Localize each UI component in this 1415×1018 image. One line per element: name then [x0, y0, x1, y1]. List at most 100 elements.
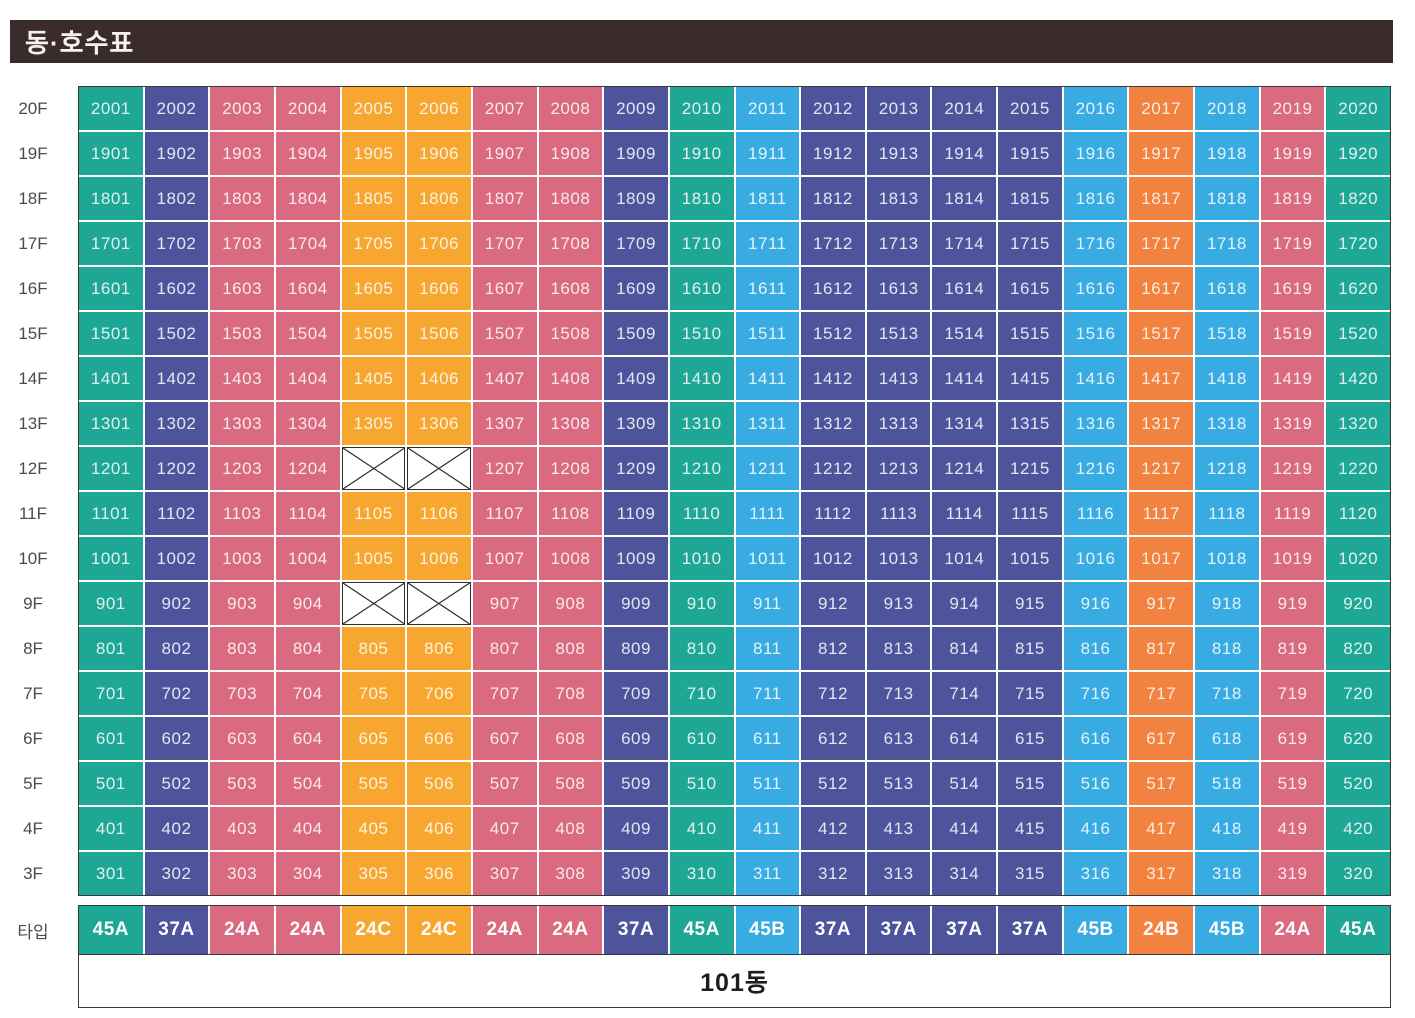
unit-cell: 2006 — [407, 87, 471, 130]
unit-cell: 418 — [1195, 807, 1259, 850]
unit-cell: 810 — [669, 627, 734, 670]
unit-cell: 309 — [604, 852, 668, 895]
unit-cell: 2017 — [1129, 87, 1194, 130]
unit-cell: 301 — [79, 852, 143, 895]
unit-cell: 1313 — [866, 402, 931, 445]
unit-cell: 1809 — [604, 177, 668, 220]
unit-cell: 1614 — [932, 267, 997, 310]
floor-label: 4F — [23, 818, 43, 838]
unit-cell: 1519 — [1260, 312, 1325, 355]
unit-cell: 806 — [407, 627, 471, 670]
unit-cell: 2003 — [210, 87, 274, 130]
unit-cell: 913 — [866, 582, 931, 625]
unit-cell: 817 — [1129, 627, 1194, 670]
unit-cell: 1714 — [932, 222, 997, 265]
unit-cell: 413 — [866, 807, 931, 850]
unit-cell: 618 — [1195, 717, 1259, 760]
unit-cell: 1307 — [472, 402, 537, 445]
floor-label: 5F — [23, 773, 43, 793]
unit-cell: 619 — [1260, 717, 1325, 760]
unit-cell: 1619 — [1260, 267, 1325, 310]
unit-cell: 316 — [1063, 852, 1128, 895]
unit-cell: 420 — [1326, 807, 1390, 850]
unit-cell: 404 — [275, 807, 340, 850]
unit-cell: 1105 — [341, 492, 406, 535]
unit-cell: 1209 — [604, 447, 668, 490]
unit-cell: 419 — [1260, 807, 1325, 850]
unit-cell: 2005 — [341, 87, 406, 130]
unit-cell: 308 — [538, 852, 603, 895]
unit-cell: 909 — [604, 582, 668, 625]
unit-cell: 1509 — [604, 312, 668, 355]
unit-cell: 1214 — [932, 447, 997, 490]
floor-label: 11F — [18, 503, 48, 523]
unit-cell: 1612 — [801, 267, 865, 310]
unit-cell: 1914 — [932, 132, 997, 175]
unit-cell: 1601 — [79, 267, 143, 310]
unit-cell: 1712 — [801, 222, 865, 265]
unit-cell: 602 — [144, 717, 209, 760]
unit-cell: 1101 — [79, 492, 143, 535]
crossed-unit-cell — [407, 582, 471, 625]
unit-cell: 1401 — [79, 357, 143, 400]
unit-cell: 615 — [998, 717, 1062, 760]
unit-cell: 2011 — [735, 87, 800, 130]
floor-label: 15F — [18, 323, 48, 343]
type-cell: 45A — [1326, 906, 1390, 954]
type-cell: 37A — [866, 906, 931, 954]
floor-label: 13F — [18, 413, 48, 433]
unit-cell: 1117 — [1129, 492, 1194, 535]
unit-cell: 501 — [79, 762, 143, 805]
floor-label: 8F — [23, 638, 43, 658]
unit-cell: 920 — [1326, 582, 1390, 625]
unit-cell: 1217 — [1129, 447, 1194, 490]
unit-cell: 1316 — [1063, 402, 1128, 445]
unit-cell: 1407 — [472, 357, 537, 400]
unit-cell: 313 — [866, 852, 931, 895]
unit-cell: 511 — [735, 762, 800, 805]
unit-cell: 1414 — [932, 357, 997, 400]
unit-cell: 804 — [275, 627, 340, 670]
unit-cell: 1119 — [1260, 492, 1325, 535]
unit-cell: 1017 — [1129, 537, 1194, 580]
unit-cell: 1818 — [1195, 177, 1259, 220]
type-cell: 37A — [998, 906, 1062, 954]
type-cell: 24A — [275, 906, 340, 954]
type-cell: 45A — [79, 906, 143, 954]
unit-cell: 306 — [407, 852, 471, 895]
unit-cell: 1813 — [866, 177, 931, 220]
unit-cell: 1019 — [1260, 537, 1325, 580]
unit-cell: 1919 — [1260, 132, 1325, 175]
unit-cell: 1004 — [275, 537, 340, 580]
unit-cell: 520 — [1326, 762, 1390, 805]
unit-cell: 1008 — [538, 537, 603, 580]
unit-cell: 809 — [604, 627, 668, 670]
unit-cell: 1415 — [998, 357, 1062, 400]
unit-cell: 1611 — [735, 267, 800, 310]
floor-label-column: 20F 19F 18F 17F 16F 15F 14F 13F 12F 11F 10F 9F 8F 7F 6… — [0, 86, 66, 896]
unit-cell: 820 — [1326, 627, 1390, 670]
unit-cell: 1115 — [998, 492, 1062, 535]
unit-cell: 1609 — [604, 267, 668, 310]
type-cell: 45B — [735, 906, 800, 954]
unit-cell: 1009 — [604, 537, 668, 580]
unit-cell: 1511 — [735, 312, 800, 355]
unit-cell: 1419 — [1260, 357, 1325, 400]
unit-cell: 320 — [1326, 852, 1390, 895]
unit-cell: 415 — [998, 807, 1062, 850]
unit-cell: 406 — [407, 807, 471, 850]
unit-cell: 1208 — [538, 447, 603, 490]
unit-cell: 1804 — [275, 177, 340, 220]
type-cell: 24C — [407, 906, 471, 954]
unit-cell: 1705 — [341, 222, 406, 265]
unit-cell: 1315 — [998, 402, 1062, 445]
unit-cell: 818 — [1195, 627, 1259, 670]
unit-cell: 1808 — [538, 177, 603, 220]
unit-cell: 307 — [472, 852, 537, 895]
unit-cell: 519 — [1260, 762, 1325, 805]
unit-cell: 1806 — [407, 177, 471, 220]
unit-cell: 512 — [801, 762, 865, 805]
unit-cell: 807 — [472, 627, 537, 670]
unit-cell: 1020 — [1326, 537, 1390, 580]
unit-cell: 1917 — [1129, 132, 1194, 175]
